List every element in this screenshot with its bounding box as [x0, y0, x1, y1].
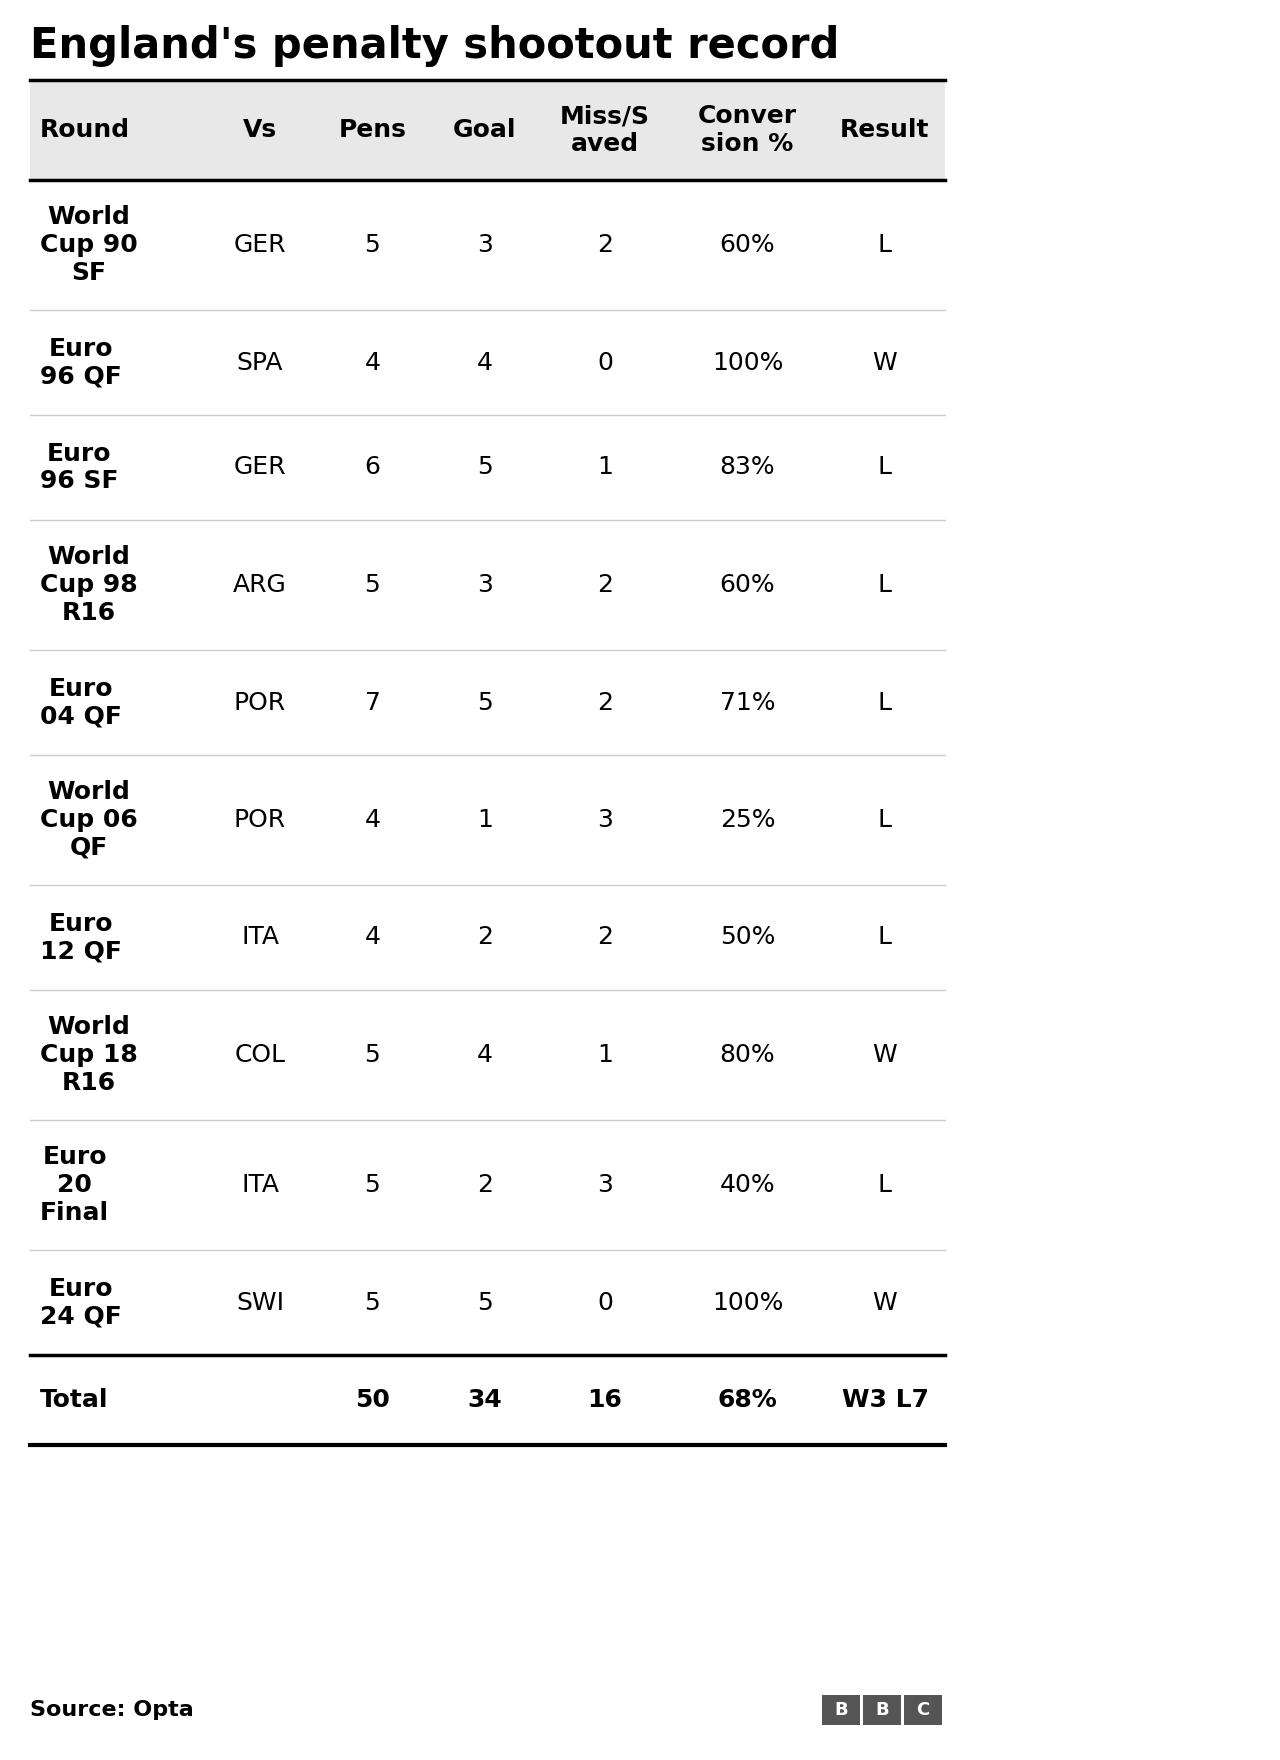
Text: 1: 1 [477, 808, 493, 832]
Text: 5: 5 [477, 456, 493, 479]
Text: 1: 1 [596, 1044, 613, 1067]
Text: L: L [878, 1172, 892, 1197]
Text: England's penalty shootout record: England's penalty shootout record [29, 25, 840, 67]
Text: 4: 4 [365, 808, 380, 832]
Text: World
Cup 90
SF: World Cup 90 SF [40, 206, 138, 285]
Text: 3: 3 [477, 232, 493, 257]
Text: 60%: 60% [719, 574, 776, 597]
Text: 5: 5 [365, 232, 380, 257]
Text: Euro
96 SF: Euro 96 SF [40, 442, 119, 493]
Text: 2: 2 [596, 574, 613, 597]
Text: Euro
96 QF: Euro 96 QF [40, 336, 122, 389]
Text: Source: Opta: Source: Opta [29, 1700, 193, 1720]
Text: 5: 5 [365, 1172, 380, 1197]
Text: Euro
04 QF: Euro 04 QF [40, 676, 122, 729]
Text: 4: 4 [477, 1044, 493, 1067]
Text: 2: 2 [477, 1172, 493, 1197]
Text: 7: 7 [365, 690, 380, 715]
Text: World
Cup 18
R16: World Cup 18 R16 [40, 1016, 138, 1095]
Bar [904, 1695, 942, 1725]
Text: L: L [878, 574, 892, 597]
Text: 4: 4 [365, 926, 380, 949]
Text: 3: 3 [596, 808, 613, 832]
Text: 2: 2 [477, 926, 493, 949]
Text: 100%: 100% [712, 1290, 783, 1315]
Text: C: C [916, 1700, 929, 1720]
Text: Euro
24 QF: Euro 24 QF [40, 1276, 122, 1329]
Text: 6: 6 [365, 456, 380, 479]
Text: ITA: ITA [241, 926, 279, 949]
Text: 68%: 68% [718, 1389, 777, 1412]
Text: GER: GER [234, 456, 287, 479]
Text: 2: 2 [596, 690, 613, 715]
Text: GER: GER [234, 232, 287, 257]
Text: W: W [873, 1044, 897, 1067]
Text: Vs: Vs [243, 118, 276, 143]
Text: Result: Result [840, 118, 929, 143]
Text: 5: 5 [365, 574, 380, 597]
Text: W: W [873, 350, 897, 375]
Text: W3 L7: W3 L7 [841, 1389, 928, 1412]
Text: World
Cup 98
R16: World Cup 98 R16 [40, 546, 138, 625]
Text: 80%: 80% [719, 1044, 776, 1067]
Text: Round: Round [40, 118, 131, 143]
Text: 50%: 50% [719, 926, 776, 949]
Text: L: L [878, 690, 892, 715]
Text: 2: 2 [596, 926, 613, 949]
Text: 100%: 100% [712, 350, 783, 375]
Text: 4: 4 [477, 350, 493, 375]
Text: 5: 5 [365, 1044, 380, 1067]
Text: 0: 0 [596, 350, 613, 375]
Text: L: L [878, 232, 892, 257]
Text: L: L [878, 808, 892, 832]
Text: 40%: 40% [719, 1172, 776, 1197]
Text: 60%: 60% [719, 232, 776, 257]
Text: W: W [873, 1290, 897, 1315]
Bar [863, 1695, 901, 1725]
Text: L: L [878, 456, 892, 479]
Text: SPA: SPA [237, 350, 283, 375]
Text: 4: 4 [365, 350, 380, 375]
Text: ITA: ITA [241, 1172, 279, 1197]
Text: 25%: 25% [719, 808, 776, 832]
Text: Total: Total [40, 1389, 109, 1412]
Text: World
Cup 06
QF: World Cup 06 QF [40, 780, 138, 861]
Text: 16: 16 [588, 1389, 622, 1412]
Text: 3: 3 [477, 574, 493, 597]
Text: Pens: Pens [339, 118, 407, 143]
Text: ARG: ARG [233, 574, 287, 597]
Text: 5: 5 [365, 1290, 380, 1315]
Text: Euro
20
Final: Euro 20 Final [40, 1146, 109, 1225]
Text: 71%: 71% [719, 690, 776, 715]
Text: POR: POR [234, 808, 285, 832]
Text: 50: 50 [355, 1389, 390, 1412]
Text: B: B [835, 1700, 847, 1720]
Text: Goal: Goal [453, 118, 517, 143]
Text: SWI: SWI [236, 1290, 284, 1315]
Text: 83%: 83% [719, 456, 776, 479]
Text: 5: 5 [477, 690, 493, 715]
Text: 0: 0 [596, 1290, 613, 1315]
Text: 34: 34 [467, 1389, 502, 1412]
Text: Conver
sion %: Conver sion % [698, 104, 797, 157]
Text: Miss/S
aved: Miss/S aved [561, 104, 650, 157]
Text: L: L [878, 926, 892, 949]
Text: 2: 2 [596, 232, 613, 257]
Text: Euro
12 QF: Euro 12 QF [40, 912, 122, 963]
Text: 3: 3 [596, 1172, 613, 1197]
Bar [29, 79, 945, 180]
Text: 1: 1 [596, 456, 613, 479]
Bar [822, 1695, 860, 1725]
Text: COL: COL [234, 1044, 285, 1067]
Text: POR: POR [234, 690, 285, 715]
Text: B: B [876, 1700, 888, 1720]
Text: 5: 5 [477, 1290, 493, 1315]
